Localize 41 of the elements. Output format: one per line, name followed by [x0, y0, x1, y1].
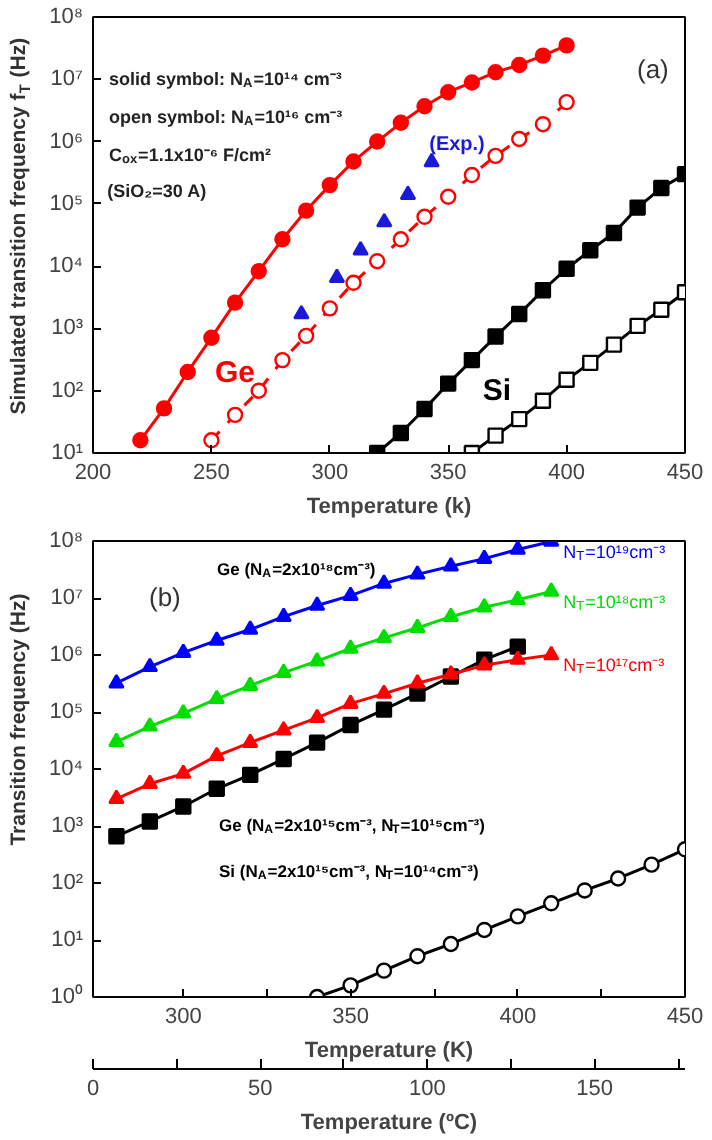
y-tick-label: 10⁴: [49, 757, 84, 781]
y-tick-label: 10⁸: [49, 5, 84, 29]
x-tick-label: 300: [164, 1005, 202, 1029]
x-tick-label: 400: [499, 1005, 537, 1029]
x2-tick-label: 100: [409, 1077, 446, 1101]
y-tick-label: 10⁵: [49, 700, 83, 724]
y-tick-label: 10⁴: [49, 254, 84, 279]
y-tick-label: 10⁰: [50, 983, 84, 1009]
x2-tick-label: 50: [248, 1077, 273, 1101]
y-tick-label: 10⁸: [49, 529, 84, 553]
y-tick-label: 10³: [51, 814, 84, 838]
y-tick-label: 10³: [51, 316, 84, 341]
x-tick-label: 400: [548, 461, 585, 485]
x-tick-label: 450: [666, 1005, 704, 1029]
annotation: Ge: [214, 356, 256, 390]
x-axis-title: Temperature (k): [306, 495, 472, 519]
text: (a): [637, 54, 669, 84]
annotation: (Exp.): [429, 134, 485, 156]
x-tick-label: 350: [429, 461, 467, 485]
x-tick-label: 450: [666, 461, 704, 485]
y-tick-label: 10¹: [51, 441, 84, 465]
y-tick-label: 10⁷: [50, 586, 84, 610]
y-tick-label: 10⁷: [50, 67, 84, 92]
x2-tick-label: 0: [86, 1077, 100, 1101]
y-tick-label: 10⁶: [49, 129, 83, 154]
x-tick-label: 300: [311, 461, 349, 485]
annotation: (SiO₂=30 A): [107, 181, 207, 201]
x-tick-label: 350: [332, 1005, 369, 1029]
y-tick-label: 10¹: [51, 928, 84, 952]
x2-axis-title: Temperature (ºC): [300, 1111, 478, 1135]
y-tick-label: 10⁶: [49, 643, 83, 667]
x-tick-label: 250: [193, 461, 230, 485]
annotation: Si: [482, 374, 512, 408]
y-tick-label: 10⁵: [49, 191, 83, 216]
y-tick-label: 10²: [51, 378, 84, 403]
x-tick-label: 200: [74, 461, 112, 485]
text: (b): [149, 582, 181, 612]
y-tick-label: 10²: [51, 871, 84, 895]
x-axis-title: Temperature (K): [304, 1039, 474, 1063]
y-axis-title: Transition frequency (Hz): [7, 593, 31, 846]
x2-tick-label: 150: [576, 1077, 614, 1101]
